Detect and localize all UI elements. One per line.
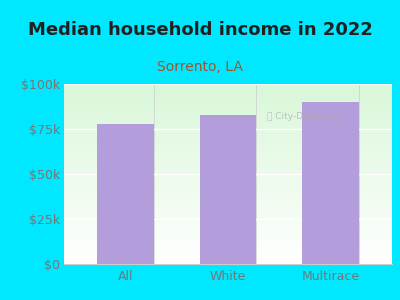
Text: Median household income in 2022: Median household income in 2022 xyxy=(28,21,372,39)
Bar xyxy=(200,115,256,264)
Bar xyxy=(97,124,154,264)
Text: Sorrento, LA: Sorrento, LA xyxy=(157,60,243,74)
Bar xyxy=(302,102,359,264)
Text: ⓘ City-Data.com: ⓘ City-Data.com xyxy=(267,112,340,121)
